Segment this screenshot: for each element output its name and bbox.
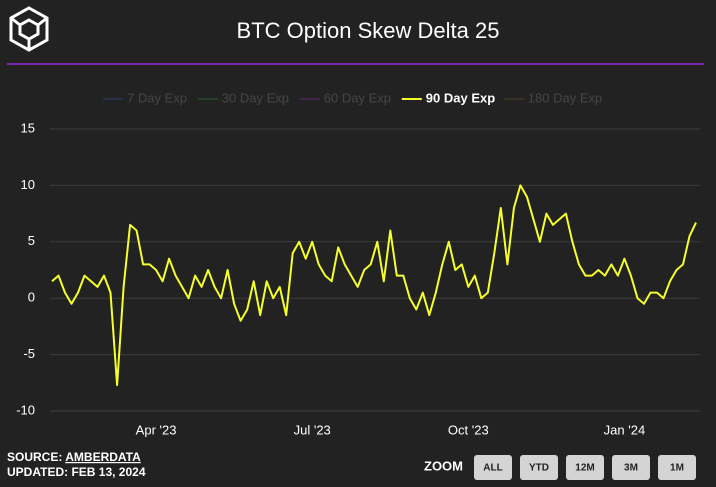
legend-label: 30 Day Exp	[222, 90, 289, 105]
legend-label: 60 Day Exp	[324, 90, 391, 105]
chart-title: BTC Option Skew Delta 25	[237, 18, 500, 43]
y-tick-label: 10	[21, 177, 35, 192]
legend-item[interactable]: 60 Day Exp	[299, 90, 391, 105]
zoom-button[interactable]: 1M	[658, 455, 696, 480]
zoom-button-bg	[612, 455, 650, 480]
zoom-button[interactable]: YTD	[520, 455, 558, 480]
source-link[interactable]: AMBERDATA	[65, 450, 141, 464]
y-tick-label: -10	[16, 402, 35, 417]
zoom-buttons: ALL YTD 12M 3M 1M	[474, 455, 696, 480]
x-tick-label: Jul '23	[294, 422, 331, 437]
legend-label: 7 Day Exp	[127, 90, 187, 105]
legend-item[interactable]: 180 Day Exp	[503, 90, 602, 105]
y-tick-label: 5	[28, 233, 35, 248]
y-tick-label: 15	[21, 120, 35, 135]
zoom-button[interactable]: ALL	[474, 455, 512, 480]
legend: 7 Day Exp 30 Day Exp 60 Day Exp 90 Day Exp 1…	[103, 90, 602, 105]
zoom-button[interactable]: 3M	[612, 455, 650, 480]
zoom-button-label: 3M	[624, 463, 638, 474]
y-tick-label: -5	[23, 346, 35, 361]
legend-label: 180 Day Exp	[528, 90, 602, 105]
series-line	[51, 184, 697, 387]
source: SOURCE: AMBERDATA	[7, 450, 141, 464]
zoom-button-bg	[474, 455, 512, 480]
legend-item[interactable]: 30 Day Exp	[197, 90, 289, 105]
zoom-button-bg	[658, 455, 696, 480]
plot-area: -10 -5 0 5 10 15 Apr '23 Jul '23 Oct '23 Jan '24	[16, 120, 700, 437]
legend-item[interactable]: 7 Day Exp	[103, 90, 187, 105]
x-tick-label: Apr '23	[136, 422, 177, 437]
x-tick-label: Jan '24	[604, 422, 646, 437]
zoom-label: ZOOM	[424, 458, 463, 473]
zoom-button-label: 1M	[670, 463, 684, 474]
zoom-button-label: YTD	[529, 463, 549, 474]
legend-item[interactable]: 90 Day Exp	[401, 90, 495, 105]
zoom-button-label: ALL	[483, 463, 502, 474]
logo	[9, 6, 49, 52]
zoom-button-bg	[520, 455, 558, 480]
source-label: SOURCE:	[7, 450, 62, 464]
zoom-button-bg	[566, 455, 604, 480]
updated: UPDATED: FEB 13, 2024	[7, 465, 146, 479]
x-tick-label: Oct '23	[448, 422, 489, 437]
zoom-button[interactable]: 12M	[566, 455, 604, 480]
zoom-button-label: 12M	[575, 463, 594, 474]
y-tick-label: 0	[28, 290, 35, 305]
legend-label: 90 Day Exp	[426, 90, 495, 105]
